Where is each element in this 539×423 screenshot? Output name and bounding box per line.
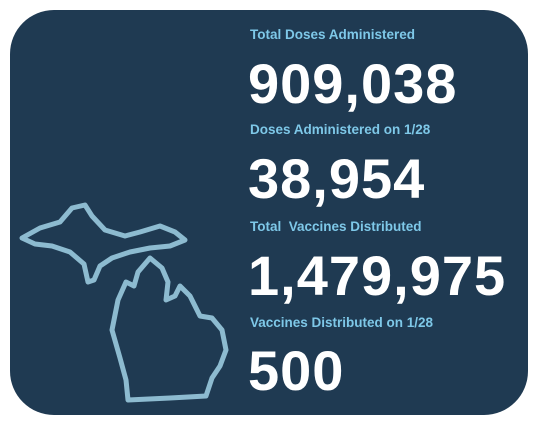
stat-value: 38,954 xyxy=(248,147,426,210)
stat-label: Total Doses Administered xyxy=(250,27,416,42)
lower-peninsula xyxy=(109,255,229,403)
stat-value: 909,038 xyxy=(248,52,458,115)
stat-label: Total Vaccines Distributed xyxy=(250,219,422,234)
stat-value: 500 xyxy=(248,339,345,402)
stat-label: Doses Administered on 1/28 xyxy=(250,122,431,137)
upper-peninsula xyxy=(19,202,188,285)
stat-value: 1,479,975 xyxy=(248,244,507,307)
stat-label: Vaccines Distributed on 1/28 xyxy=(250,315,434,330)
stat-card xyxy=(10,10,528,415)
